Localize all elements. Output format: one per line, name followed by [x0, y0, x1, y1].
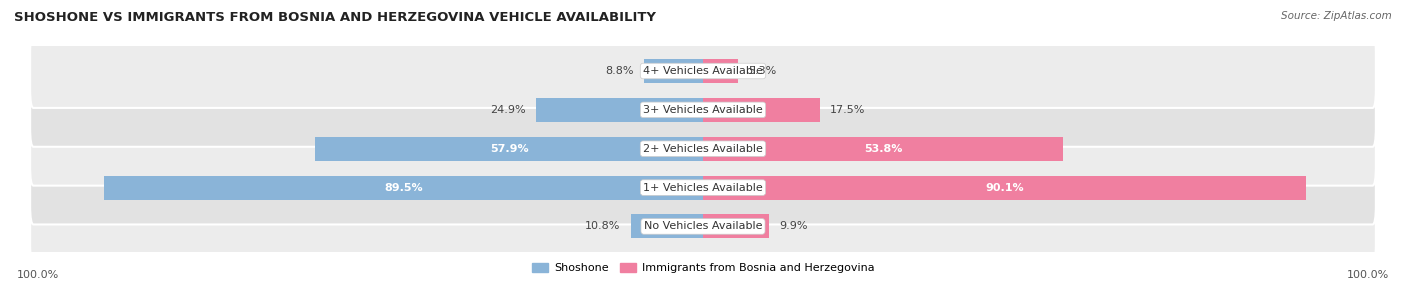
Bar	[644, 59, 703, 83]
Bar	[703, 59, 738, 83]
Bar	[631, 214, 703, 239]
Text: 5.3%: 5.3%	[748, 66, 776, 76]
FancyBboxPatch shape	[30, 151, 1376, 225]
Bar	[104, 176, 703, 200]
Text: 53.8%: 53.8%	[863, 144, 903, 154]
FancyBboxPatch shape	[30, 73, 1376, 147]
Text: SHOSHONE VS IMMIGRANTS FROM BOSNIA AND HERZEGOVINA VEHICLE AVAILABILITY: SHOSHONE VS IMMIGRANTS FROM BOSNIA AND H…	[14, 11, 657, 24]
Text: 100.0%: 100.0%	[17, 270, 59, 279]
Legend: Shoshone, Immigrants from Bosnia and Herzegovina: Shoshone, Immigrants from Bosnia and Her…	[527, 258, 879, 278]
Text: 2+ Vehicles Available: 2+ Vehicles Available	[643, 144, 763, 154]
Bar	[703, 98, 820, 122]
FancyBboxPatch shape	[30, 190, 1376, 263]
Text: 9.9%: 9.9%	[779, 221, 808, 231]
Text: 8.8%: 8.8%	[606, 66, 634, 76]
Text: 3+ Vehicles Available: 3+ Vehicles Available	[643, 105, 763, 115]
Text: 1+ Vehicles Available: 1+ Vehicles Available	[643, 182, 763, 192]
FancyBboxPatch shape	[30, 112, 1376, 186]
Bar	[536, 98, 703, 122]
Text: 10.8%: 10.8%	[585, 221, 620, 231]
FancyBboxPatch shape	[30, 34, 1376, 108]
Bar	[703, 176, 1306, 200]
Text: 90.1%: 90.1%	[986, 182, 1024, 192]
Text: 17.5%: 17.5%	[830, 105, 866, 115]
Text: Source: ZipAtlas.com: Source: ZipAtlas.com	[1281, 11, 1392, 21]
Text: 4+ Vehicles Available: 4+ Vehicles Available	[643, 66, 763, 76]
Bar	[703, 137, 1063, 161]
Text: No Vehicles Available: No Vehicles Available	[644, 221, 762, 231]
Text: 89.5%: 89.5%	[384, 182, 423, 192]
Bar	[315, 137, 703, 161]
Text: 24.9%: 24.9%	[491, 105, 526, 115]
Text: 100.0%: 100.0%	[1347, 270, 1389, 279]
Text: 57.9%: 57.9%	[489, 144, 529, 154]
Bar	[703, 214, 769, 239]
